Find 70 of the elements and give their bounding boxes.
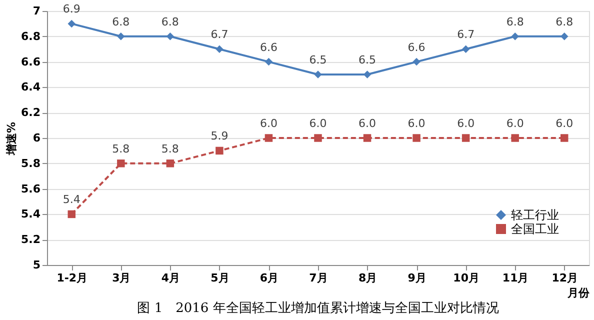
y-tick-label: 7 [32, 4, 40, 18]
y-tick-label: 5.8 [21, 156, 40, 170]
x-tick-label: 5月 [210, 272, 230, 284]
point [117, 160, 125, 168]
x-tick-label: 1-2月 [56, 272, 88, 284]
point [314, 70, 322, 78]
data-label: 6.7 [457, 28, 475, 42]
x-tick-label: 10月 [453, 272, 480, 284]
data-label: 6.8 [506, 15, 524, 28]
y-tick-label: 6.2 [21, 106, 40, 120]
x-tick-label: 4月 [161, 272, 180, 284]
point [166, 32, 174, 40]
legend-label: 全国工业 [511, 222, 559, 236]
x-tick-label: 3月 [112, 272, 131, 284]
x-tick-label: 12月 [552, 272, 578, 284]
y-tick-label: 6.4 [21, 80, 41, 94]
y-tick-label: 6 [32, 132, 41, 144]
y-tick-label: 5.2 [21, 233, 40, 246]
point [363, 134, 372, 142]
data-label: 5.4 [62, 193, 80, 206]
data-label: 6.0 [457, 117, 475, 130]
data-label: 6.7 [210, 28, 228, 42]
point [314, 134, 322, 142]
data-label: 6.0 [260, 117, 278, 130]
point [216, 146, 224, 155]
y-tick-label: 6.8 [21, 30, 40, 43]
data-label: 6.5 [309, 54, 327, 66]
point [264, 134, 273, 142]
x-tick-label: 8月 [358, 272, 378, 284]
y-tick-label: 6.6 [21, 55, 41, 68]
point [68, 210, 76, 218]
caption: 图 1 2016 年全国轻工业增加值累计增速与全国工业对比情况 [137, 301, 499, 316]
x-axis-title: 月份 [566, 286, 590, 300]
point [412, 58, 420, 66]
point [117, 32, 125, 40]
point [462, 134, 470, 142]
data-label: 6.6 [408, 40, 426, 54]
point [511, 134, 519, 142]
data-label: 6.6 [260, 40, 278, 54]
point [511, 32, 519, 40]
data-label: 6.9 [62, 2, 80, 16]
data-label: 6.8 [556, 15, 574, 28]
data-label: 6.8 [112, 15, 130, 28]
data-label: 6.0 [408, 117, 426, 130]
data-label: 6.0 [358, 117, 376, 130]
data-label: 6.5 [358, 54, 376, 66]
point [412, 134, 420, 142]
data-label: 6.0 [309, 117, 327, 130]
point [462, 45, 470, 53]
y-tick-label: 5.4 [21, 208, 41, 221]
x-tick-label: 11月 [502, 272, 529, 284]
point [68, 20, 76, 28]
y-tick-label: 5.6 [21, 182, 41, 196]
point [560, 134, 568, 142]
point [216, 45, 224, 53]
point [166, 160, 174, 168]
x-tick-label: 7月 [309, 272, 328, 284]
point [264, 58, 273, 66]
legend-label: 轻工行业 [511, 208, 559, 222]
data-label: 5.8 [161, 142, 179, 156]
y-axis-title: 增速% [5, 122, 18, 156]
data-label: 6.8 [161, 15, 179, 28]
data-label: 5.9 [210, 130, 228, 143]
y-tick-label: 5 [32, 258, 40, 272]
data-label: 5.8 [112, 142, 130, 156]
data-label: 6.0 [506, 117, 524, 130]
x-tick-label: 9月 [408, 272, 426, 284]
point [560, 32, 568, 40]
x-tick-label: 6月 [260, 272, 279, 284]
data-label: 6.0 [556, 117, 574, 130]
